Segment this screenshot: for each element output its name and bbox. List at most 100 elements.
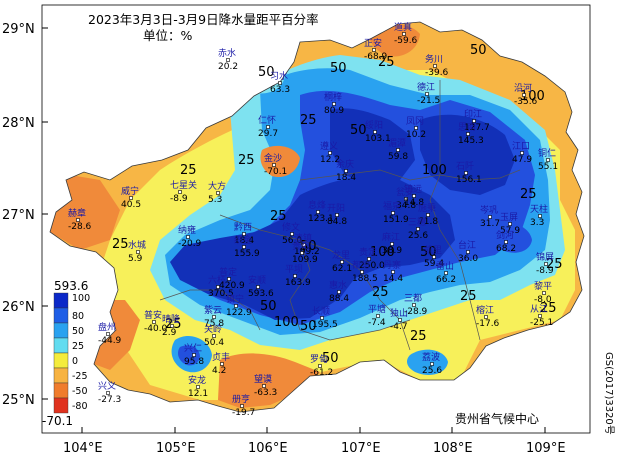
- station-value: 250.0: [359, 261, 385, 271]
- station-marker: 玉屏 57.9: [500, 212, 520, 236]
- station-marker: 仁怀 29.7: [258, 114, 278, 139]
- station-marker: 从江 -25.1: [530, 304, 553, 328]
- station-name: 施秉: [418, 202, 436, 214]
- station-value: 155.9: [234, 249, 260, 259]
- station-marker: 绥阳 103.1: [365, 120, 391, 144]
- station-marker: 平坝 163.9: [285, 264, 311, 288]
- station-dot: [373, 130, 377, 134]
- station-marker: 榕江 -17.6: [476, 304, 500, 329]
- unit-label: 单位：%: [143, 28, 193, 43]
- contour-label: 50: [300, 239, 317, 254]
- extreme-surplus-zone: [330, 108, 415, 185]
- station-dot: [152, 320, 156, 324]
- station-marker: 凯里 59.4: [424, 244, 444, 269]
- station-name: 正安: [364, 37, 382, 49]
- station-value: -17.6: [476, 319, 500, 329]
- station-marker: 务川 -39.6: [425, 53, 449, 78]
- station-name: 铜仁: [538, 147, 556, 159]
- station-marker: 安顺 593.6: [248, 274, 274, 299]
- legend-tick-label: 50: [72, 326, 84, 337]
- station-value: 14.8: [404, 198, 424, 208]
- station-value: 12.2: [320, 155, 340, 165]
- station-marker: 荔波 25.6: [422, 351, 442, 376]
- station-dot: [216, 285, 220, 289]
- station-marker: 贵定 250.0: [359, 246, 385, 271]
- legend-tick-label: -25: [72, 371, 88, 382]
- station-dot: [488, 215, 492, 219]
- station-dot: [538, 314, 542, 318]
- station-name: 开阳: [327, 203, 345, 214]
- station-name: 石阡: [456, 161, 474, 172]
- station-dot: [466, 132, 470, 136]
- contour-label: 25: [540, 301, 557, 316]
- station-name: 天柱: [530, 203, 548, 215]
- station-name: 剑河: [496, 229, 514, 241]
- station-value: -8.0: [534, 295, 552, 305]
- contour-label: 25: [300, 113, 317, 128]
- contour-label: 50: [350, 123, 367, 138]
- station-marker: 威宁 40.5: [121, 185, 141, 210]
- station-dot: [391, 211, 395, 215]
- station-name: 榕江: [476, 304, 494, 316]
- station-marker: 紫云 75.8: [204, 305, 224, 329]
- station-value: 50.4: [204, 338, 224, 348]
- station-dot: [220, 362, 224, 366]
- station-name: 丹寨: [383, 259, 401, 271]
- lon-label: 105°E: [156, 441, 196, 456]
- station-dot: [412, 194, 416, 198]
- station-name: 务川: [425, 53, 443, 65]
- station-dot: [335, 213, 339, 217]
- station-value: 62.1: [332, 264, 352, 274]
- station-name: 安龙: [188, 374, 206, 386]
- lon-label: 104°E: [63, 441, 103, 456]
- station-value: -7.4: [368, 318, 386, 328]
- station-dot: [416, 227, 420, 231]
- very-dry-zone: [260, 145, 300, 178]
- station-value: 31.7: [480, 219, 500, 229]
- station-dot: [266, 125, 270, 129]
- station-value: -63.3: [254, 388, 277, 398]
- station-value: 3.3: [530, 218, 544, 228]
- station-dot: [508, 222, 512, 226]
- contour-label: 50: [470, 43, 487, 58]
- station-dot: [484, 315, 488, 319]
- contour-label: 50: [258, 65, 275, 80]
- station-marker: 沿河 -35.6: [514, 82, 538, 107]
- station-dot: [256, 285, 260, 289]
- map-number: GS(2017)3320号: [603, 352, 615, 435]
- station-marker: 镇远 14.8: [404, 183, 424, 208]
- station-value: -28.9: [404, 307, 428, 317]
- station-marker: 余庆 18.4: [336, 158, 356, 183]
- station-dot: [404, 197, 408, 201]
- station-value: -61.2: [310, 368, 333, 378]
- contour-label: 100: [370, 245, 395, 260]
- station-dot: [242, 232, 246, 236]
- station-dot: [360, 270, 364, 274]
- station-dot: [402, 32, 406, 36]
- legend-swatch: [53, 307, 69, 324]
- lat-label: 27°N: [2, 208, 35, 223]
- station-name: 镇远: [404, 183, 422, 195]
- extreme-surplus-zone: [170, 175, 455, 320]
- station-name: 纳雍: [178, 224, 196, 236]
- station-value: 370.5: [208, 289, 234, 299]
- station-name: 安顺: [248, 274, 266, 286]
- station-dot: [302, 243, 306, 247]
- station-marker: 织金 155.9: [234, 234, 260, 259]
- station-name: 金沙: [264, 152, 282, 164]
- contour-label: 50: [330, 61, 347, 76]
- lat-label: 29°N: [2, 22, 35, 37]
- station-marker: 龙里 62.1: [332, 249, 352, 274]
- station-marker: 安龙 12.1: [188, 374, 208, 399]
- station-value: 84.8: [327, 217, 347, 227]
- station-dot: [278, 81, 282, 85]
- station-marker: 赫章 -28.6: [68, 207, 92, 232]
- station-marker: 七星关 -8.9: [170, 179, 197, 204]
- contour-label: 25: [270, 209, 287, 224]
- station-name: 印江: [464, 108, 482, 120]
- station-marker: 开阳 84.8: [327, 203, 347, 227]
- lat-label: 25°N: [2, 393, 35, 408]
- station-dot: [226, 58, 230, 62]
